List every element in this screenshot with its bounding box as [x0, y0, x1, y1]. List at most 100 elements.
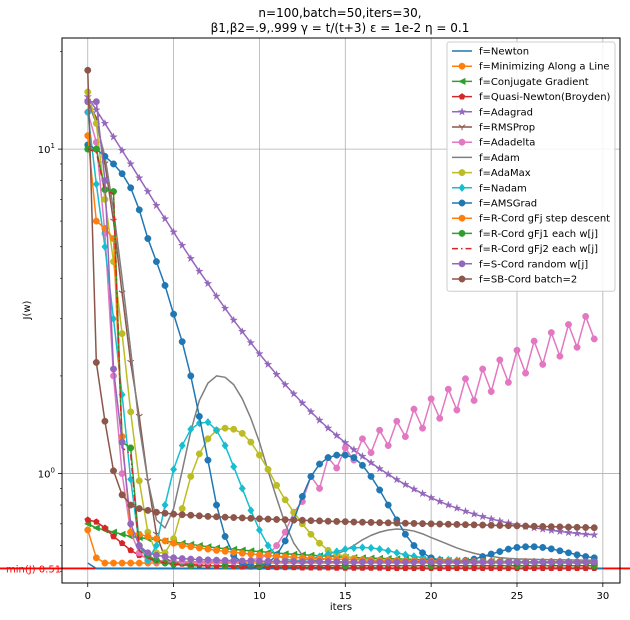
data-point	[101, 177, 109, 185]
data-point	[350, 518, 358, 526]
data-point	[316, 517, 323, 525]
data-point	[340, 438, 350, 447]
data-point	[117, 145, 127, 155]
data-point	[573, 343, 581, 351]
data-point	[152, 258, 160, 266]
data-point	[530, 543, 538, 551]
data-point	[101, 524, 109, 531]
data-point	[118, 539, 126, 547]
data-point	[238, 514, 246, 522]
data-point	[273, 558, 281, 565]
legend-label: f=SB-Cord batch=2	[479, 275, 577, 286]
data-point	[496, 548, 504, 556]
legend-item: f=R-Cord gFj step descent	[452, 214, 610, 225]
data-point	[118, 559, 126, 567]
data-point	[237, 326, 247, 336]
data-point	[306, 407, 316, 416]
data-point	[247, 438, 255, 446]
data-point	[435, 496, 445, 506]
data-point	[383, 469, 393, 479]
data-point	[152, 551, 160, 559]
legend-marker	[458, 77, 466, 86]
legend-marker	[458, 199, 466, 207]
data-point	[350, 543, 358, 553]
data-point	[470, 397, 478, 404]
data-point	[565, 321, 572, 328]
x-tick-label: 10	[253, 591, 266, 602]
data-point	[118, 438, 126, 446]
data-point	[195, 512, 203, 520]
data-point	[462, 558, 469, 566]
data-point	[213, 556, 220, 564]
data-point	[332, 430, 342, 440]
legend-label: f=R-Cord gFj2 each w[j]	[479, 244, 598, 255]
data-point	[589, 530, 599, 539]
data-point	[401, 530, 409, 538]
legend-marker	[458, 124, 466, 131]
data-point	[487, 558, 495, 566]
data-point	[307, 517, 315, 525]
data-point	[118, 530, 126, 538]
legend-label: f=AdaMax	[479, 168, 531, 179]
x-axis-label: iters	[330, 602, 352, 613]
data-point	[316, 558, 323, 566]
data-point	[93, 518, 100, 525]
data-point	[393, 558, 401, 566]
legend-marker	[458, 229, 466, 237]
data-point	[290, 558, 298, 565]
data-point	[565, 549, 572, 557]
data-point	[436, 558, 444, 566]
data-point	[556, 558, 564, 566]
legend-label: f=Nadam	[479, 183, 527, 194]
data-point	[486, 514, 496, 523]
data-point	[84, 107, 92, 117]
data-point	[452, 503, 462, 512]
data-point	[556, 352, 564, 360]
data-point	[170, 465, 178, 474]
data-point	[366, 458, 376, 467]
data-point	[410, 558, 418, 566]
data-point	[530, 337, 538, 345]
data-point	[410, 519, 418, 527]
data-point	[341, 518, 349, 526]
data-point	[212, 426, 221, 435]
series-group	[83, 66, 603, 572]
data-point	[230, 548, 238, 556]
x-tick-label: 25	[511, 591, 524, 602]
data-point	[127, 408, 135, 416]
data-point	[118, 170, 126, 178]
data-point	[221, 513, 229, 521]
x-tick-label: 20	[425, 591, 438, 602]
data-point	[110, 559, 117, 567]
legend-item: f=Conjugate Gradient	[452, 77, 589, 88]
data-point	[204, 456, 212, 464]
data-point	[539, 360, 547, 368]
data-point	[462, 375, 469, 383]
data-point	[230, 462, 238, 471]
data-point	[376, 426, 384, 434]
data-point	[238, 429, 246, 437]
data-point	[530, 558, 538, 566]
data-point	[539, 523, 547, 530]
data-point	[110, 467, 117, 475]
data-point	[178, 555, 186, 563]
data-point	[100, 118, 110, 128]
data-point	[479, 521, 487, 529]
data-point	[135, 542, 143, 550]
data-point	[144, 533, 152, 540]
data-point	[135, 559, 143, 567]
data-point	[273, 516, 281, 523]
legend-label: f=Adam	[479, 153, 520, 164]
data-point	[444, 385, 452, 393]
legend-box	[446, 41, 616, 292]
data-point	[127, 444, 135, 452]
data-point	[307, 558, 315, 566]
data-point	[359, 558, 366, 566]
data-point	[427, 395, 435, 403]
legend-marker	[458, 62, 466, 70]
grid	[62, 38, 620, 583]
data-point	[161, 500, 169, 510]
data-point	[426, 493, 436, 502]
data-point	[341, 451, 349, 459]
